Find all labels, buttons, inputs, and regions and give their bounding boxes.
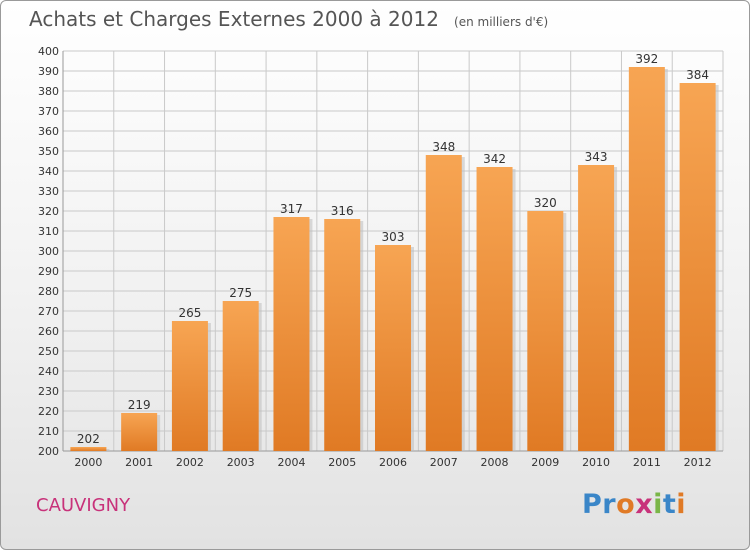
- y-tick-label: 330: [38, 185, 59, 198]
- y-tick-label: 240: [38, 365, 59, 378]
- chart-subtitle: (en milliers d'€): [454, 15, 549, 29]
- y-tick-label: 200: [38, 445, 59, 458]
- y-tick-label: 390: [38, 65, 59, 78]
- commune-name: CAUVIGNY: [36, 495, 131, 516]
- x-tick-label: 2008: [481, 456, 509, 469]
- bar: [171, 321, 208, 451]
- x-tick-label: 2011: [633, 456, 661, 469]
- y-tick-label: 270: [38, 305, 59, 318]
- x-tick-label: 2007: [430, 456, 458, 469]
- y-tick-label: 400: [38, 45, 59, 58]
- x-tick-label: 2012: [684, 456, 712, 469]
- y-tick-label: 220: [38, 405, 59, 418]
- data-label: 342: [483, 152, 506, 166]
- bar: [121, 413, 158, 451]
- data-label: 202: [77, 432, 100, 446]
- bar: [70, 447, 107, 451]
- y-tick-label: 340: [38, 165, 59, 178]
- chart-title: Achats et Charges Externes 2000 à 2012: [29, 7, 439, 31]
- x-tick-label: 2009: [531, 456, 559, 469]
- data-label: 384: [686, 68, 709, 82]
- logo-letter: o: [616, 489, 636, 520]
- y-tick-label: 290: [38, 265, 59, 278]
- x-tick-label: 2010: [582, 456, 610, 469]
- data-label: 316: [331, 204, 354, 218]
- y-tick-label: 310: [38, 225, 59, 238]
- bar: [324, 219, 361, 451]
- logo-letter: P: [582, 489, 603, 520]
- bar: [679, 83, 716, 451]
- y-tick-label: 370: [38, 105, 59, 118]
- data-label: 348: [432, 140, 455, 154]
- y-tick-label: 350: [38, 145, 59, 158]
- data-label: 317: [280, 202, 303, 216]
- x-tick-label: 2005: [328, 456, 356, 469]
- title-row: Achats et Charges Externes 2000 à 2012 (…: [29, 7, 548, 31]
- x-tick-label: 2004: [277, 456, 305, 469]
- y-tick-label: 230: [38, 385, 59, 398]
- data-label: 219: [128, 398, 151, 412]
- x-tick-label: 2000: [74, 456, 102, 469]
- y-tick-label: 300: [38, 245, 59, 258]
- x-tick-label: 2006: [379, 456, 407, 469]
- data-label: 392: [635, 52, 658, 66]
- logo-letter: i: [653, 489, 663, 520]
- y-tick-label: 320: [38, 205, 59, 218]
- bar: [578, 165, 615, 451]
- bar: [425, 155, 462, 451]
- y-tick-label: 360: [38, 125, 59, 138]
- x-tick-label: 2003: [227, 456, 255, 469]
- y-tick-label: 380: [38, 85, 59, 98]
- x-tick-label: 2001: [125, 456, 153, 469]
- y-tick-label: 210: [38, 425, 59, 438]
- logo-letter: r: [602, 489, 617, 520]
- x-tick-label: 2002: [176, 456, 204, 469]
- bar: [527, 211, 564, 451]
- y-tick-label: 250: [38, 345, 59, 358]
- logo-letter: i: [676, 489, 687, 520]
- bar: [273, 217, 310, 451]
- logo-letter: t: [662, 489, 677, 520]
- data-label: 275: [229, 286, 252, 300]
- data-label: 265: [178, 306, 201, 320]
- bar: [476, 167, 513, 451]
- bar: [375, 245, 411, 451]
- logo-letter: x: [635, 489, 654, 520]
- proxiti-logo: Proxiti: [582, 489, 686, 520]
- data-label: 303: [382, 230, 405, 244]
- y-tick-label: 260: [38, 325, 59, 338]
- bar: [222, 301, 259, 451]
- bar: [628, 67, 665, 451]
- data-label: 343: [585, 150, 608, 164]
- y-tick-label: 280: [38, 285, 59, 298]
- data-label: 320: [534, 196, 557, 210]
